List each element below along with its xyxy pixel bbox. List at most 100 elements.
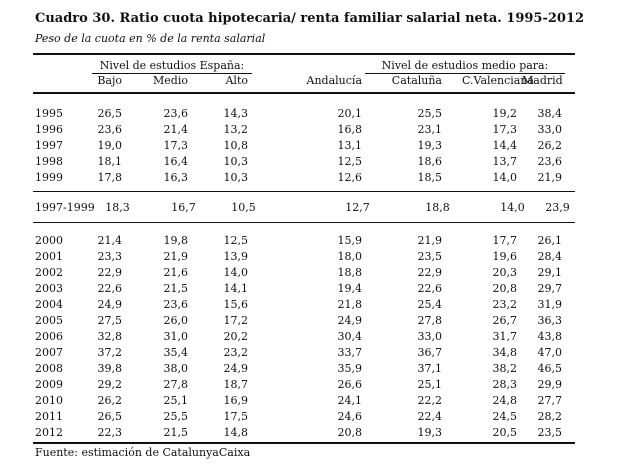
cell-andaluc-a: 15,9 bbox=[337, 234, 363, 247]
cell-andaluc-a: 20,8 bbox=[337, 426, 363, 439]
cell-c-valenciana: 23,2 bbox=[492, 298, 518, 311]
cell-medio: 19,8 bbox=[163, 234, 189, 247]
cell-bajo: 24,9 bbox=[97, 298, 123, 311]
cell-medio: 16,7 bbox=[171, 201, 196, 214]
cell-andaluc-a: 35,9 bbox=[337, 362, 363, 375]
cell-medio: 25,1 bbox=[163, 394, 189, 407]
group-header-regions: Nivel de estudios medio para: bbox=[381, 59, 549, 72]
cell-bajo: 18,3 bbox=[105, 201, 130, 214]
cell-bajo: 17,8 bbox=[97, 171, 123, 184]
row-year: 1995 bbox=[35, 107, 63, 120]
row-year: 2001 bbox=[35, 250, 63, 263]
row-year: 2003 bbox=[35, 282, 63, 295]
cell-c-valenciana: 17,7 bbox=[492, 234, 518, 247]
row-year: 2007 bbox=[35, 346, 63, 359]
cell-c-valenciana: 24,5 bbox=[492, 410, 518, 423]
cell-madrid: 28,4 bbox=[537, 250, 563, 263]
cell-c-valenciana: 20,8 bbox=[492, 282, 518, 295]
col-header-bajo: Bajo bbox=[97, 74, 122, 87]
cell-alto: 17,2 bbox=[223, 314, 249, 327]
group-header-spain-underline bbox=[92, 73, 252, 74]
table-row: 2012 22,3 21,5 14,8 20,8 19,3 20,5 23,5 bbox=[35, 425, 562, 441]
cell-catalu-a: 36,7 bbox=[417, 346, 443, 359]
row-year: 1997 bbox=[35, 139, 63, 152]
rule-before-average bbox=[33, 191, 575, 192]
col-header-andalucia: Andalucía bbox=[306, 74, 362, 87]
cell-medio: 16,4 bbox=[163, 155, 189, 168]
cell-andaluc-a: 24,1 bbox=[337, 394, 363, 407]
table-row: 2011 26,5 25,5 17,5 24,6 22,4 24,5 28,2 bbox=[35, 409, 562, 425]
cell-bajo: 27,5 bbox=[97, 314, 123, 327]
cell-bajo: 26,5 bbox=[97, 107, 123, 120]
col-header-alto: Alto bbox=[225, 74, 248, 87]
block-1995-1999-rows: 1995 26,5 23,6 14,3 20,1 25,5 19,2 38,4 1996 23,6… bbox=[35, 106, 562, 186]
table-row: 1997-1999 18,3 16,7 10,5 12,7 18,8 14,0 23,9 bbox=[35, 200, 570, 216]
table-row: 1995 26,5 23,6 14,3 20,1 25,5 19,2 38,4 bbox=[35, 106, 562, 122]
cell-alto: 14,8 bbox=[223, 426, 249, 439]
row-year: 2010 bbox=[35, 394, 63, 407]
cell-catalu-a: 18,5 bbox=[417, 171, 443, 184]
row-year: 2000 bbox=[35, 234, 63, 247]
cell-andaluc-a: 30,4 bbox=[337, 330, 363, 343]
cell-c-valenciana: 13,7 bbox=[492, 155, 518, 168]
cell-catalu-a: 22,4 bbox=[417, 410, 443, 423]
table-row: 1998 18,1 16,4 10,3 12,5 18,6 13,7 23,6 bbox=[35, 154, 562, 170]
cell-c-valenciana: 19,6 bbox=[492, 250, 518, 263]
col-header-madrid: Madrid bbox=[522, 74, 563, 87]
cell-medio: 23,6 bbox=[163, 107, 189, 120]
table-subtitle: Peso de la cuota en % de la renta salari… bbox=[35, 32, 266, 45]
cell-medio: 35,4 bbox=[163, 346, 189, 359]
bottom-rule bbox=[33, 442, 575, 444]
col-header-medio: Medio bbox=[153, 74, 188, 87]
cell-alto: 18,7 bbox=[223, 378, 249, 391]
cell-c-valenciana: 17,3 bbox=[492, 123, 518, 136]
cell-madrid: 23,5 bbox=[537, 426, 563, 439]
table-row: 1996 23,6 21,4 13,2 16,8 23,1 17,3 33,0 bbox=[35, 122, 562, 138]
cell-madrid: 28,2 bbox=[537, 410, 563, 423]
cell-bajo: 26,2 bbox=[97, 394, 123, 407]
cell-andaluc-a: 26,6 bbox=[337, 378, 363, 391]
block-2000-2012-rows: 2000 21,4 19,8 12,5 15,9 21,9 17,7 26,1 2001 23,3… bbox=[35, 233, 562, 441]
cell-alto: 10,8 bbox=[223, 139, 249, 152]
cell-medio: 38,0 bbox=[163, 362, 189, 375]
table-row: 2003 22,6 21,5 14,1 19,4 22,6 20,8 29,7 bbox=[35, 281, 562, 297]
cell-andaluc-a: 20,1 bbox=[337, 107, 363, 120]
cell-c-valenciana: 38,2 bbox=[492, 362, 518, 375]
cell-bajo: 19,0 bbox=[97, 139, 123, 152]
cell-catalu-a: 25,4 bbox=[417, 298, 443, 311]
table-row: 2000 21,4 19,8 12,5 15,9 21,9 17,7 26,1 bbox=[35, 233, 562, 249]
data-block-1995-1999: 1995 26,5 23,6 14,3 20,1 25,5 19,2 38,4 1996 23,6… bbox=[35, 106, 562, 186]
cell-andaluc-a: 19,4 bbox=[337, 282, 363, 295]
cell-andaluc-a: 33,7 bbox=[337, 346, 363, 359]
cell-andaluc-a: 12,6 bbox=[337, 171, 363, 184]
cell-madrid: 46,5 bbox=[537, 362, 563, 375]
cell-andaluc-a: 24,6 bbox=[337, 410, 363, 423]
cell-c-valenciana: 28,3 bbox=[492, 378, 518, 391]
cell-medio: 21,6 bbox=[163, 266, 189, 279]
table-title: Cuadro 30. Ratio cuota hipotecaria/ rent… bbox=[35, 11, 585, 26]
cell-medio: 21,9 bbox=[163, 250, 189, 263]
cell-alto: 12,5 bbox=[223, 234, 249, 247]
row-year: 2011 bbox=[35, 410, 63, 423]
cell-madrid: 26,2 bbox=[537, 139, 563, 152]
cell-madrid: 36,3 bbox=[537, 314, 563, 327]
cell-medio: 27,8 bbox=[163, 378, 189, 391]
cell-alto: 17,5 bbox=[223, 410, 249, 423]
table-row: 2009 29,2 27,8 18,7 26,6 25,1 28,3 29,9 bbox=[35, 377, 562, 393]
cell-c-valenciana: 19,2 bbox=[492, 107, 518, 120]
cell-c-valenciana: 20,5 bbox=[492, 426, 518, 439]
cell-alto: 10,3 bbox=[223, 171, 249, 184]
cell-alto: 24,9 bbox=[223, 362, 249, 375]
cell-c-valenciana: 34,8 bbox=[492, 346, 518, 359]
cell-madrid: 47,0 bbox=[537, 346, 563, 359]
cell-alto: 23,2 bbox=[223, 346, 249, 359]
cell-andaluc-a: 12,7 bbox=[345, 201, 370, 214]
cell-catalu-a: 25,1 bbox=[417, 378, 443, 391]
cell-catalu-a: 37,1 bbox=[417, 362, 443, 375]
cell-medio: 26,0 bbox=[163, 314, 189, 327]
table-row: 1999 17,8 16,3 10,3 12,6 18,5 14,0 21,9 bbox=[35, 170, 562, 186]
cell-catalu-a: 19,3 bbox=[417, 426, 443, 439]
table-row: 2006 32,8 31,0 20,2 30,4 33,0 31,7 43,8 bbox=[35, 329, 562, 345]
cell-madrid: 23,6 bbox=[537, 155, 563, 168]
cell-c-valenciana: 20,3 bbox=[492, 266, 518, 279]
